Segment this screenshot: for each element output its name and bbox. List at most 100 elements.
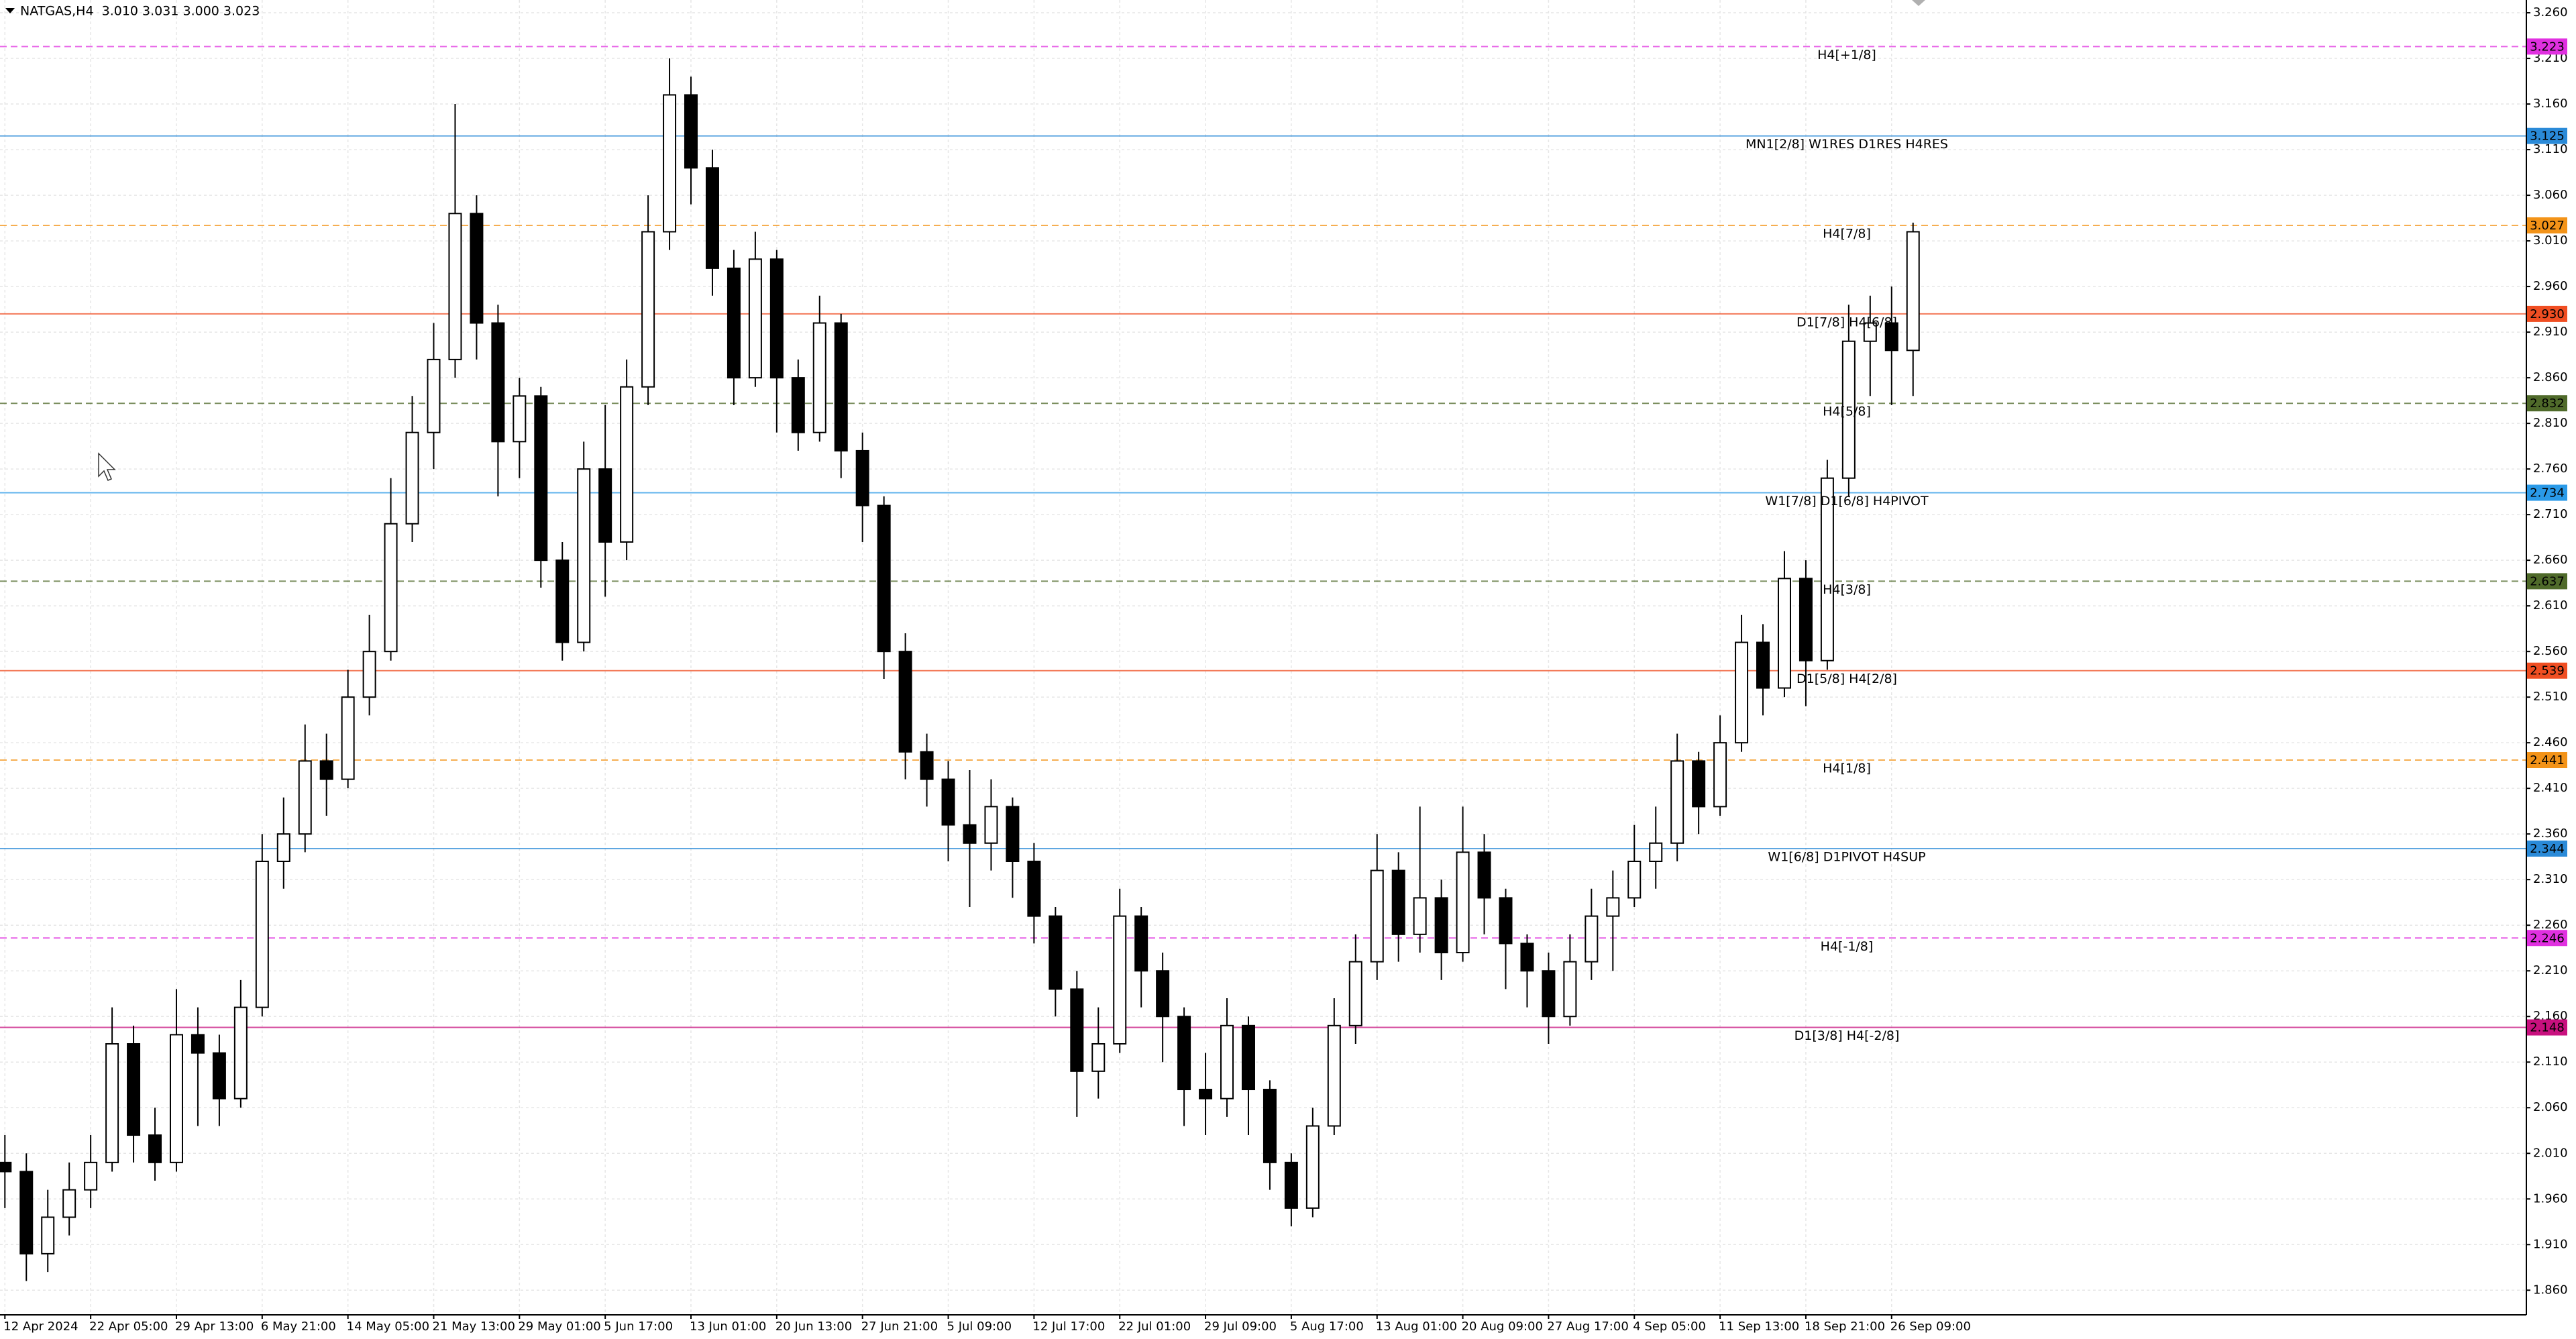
x-tick-label: 11 Sep 13:00 bbox=[1719, 1320, 1799, 1334]
y-tick-label: 2.260 bbox=[2533, 918, 2568, 932]
candle-body bbox=[276, 833, 290, 862]
price-box-label: 3.223 bbox=[2530, 40, 2565, 54]
candle-body bbox=[513, 395, 527, 443]
price-box-label: 3.027 bbox=[2530, 219, 2565, 233]
x-tick-label: 6 May 21:00 bbox=[261, 1320, 336, 1334]
candle-body bbox=[1027, 860, 1041, 917]
y-tick-label: 2.610 bbox=[2533, 598, 2568, 612]
candle-body bbox=[705, 167, 719, 269]
axis bbox=[0, 0, 2527, 1316]
header-arrow[interactable] bbox=[5, 8, 15, 13]
level-label: H4[-1/8] bbox=[1821, 939, 1874, 954]
candle-body bbox=[984, 806, 998, 844]
x-tick-label: 20 Jun 13:00 bbox=[775, 1320, 852, 1334]
y-tick-label: 2.310 bbox=[2533, 872, 2568, 886]
level-label: W1[6/8] D1PIVOT H4SUP bbox=[1768, 849, 1925, 864]
level-label: H4[1/8] bbox=[1823, 761, 1871, 776]
candle-body bbox=[1413, 897, 1427, 935]
x-tick-label: 12 Apr 2024 bbox=[3, 1320, 78, 1334]
price-box bbox=[2527, 217, 2567, 233]
candle-body bbox=[470, 213, 484, 324]
candle-body bbox=[1777, 578, 1791, 689]
price-box bbox=[2527, 752, 2567, 769]
candle-body bbox=[1499, 897, 1513, 945]
level-label: D1[5/8] H4[2/8] bbox=[1796, 672, 1897, 686]
candle-body bbox=[1563, 961, 1577, 1018]
x-tick-label: 18 Sep 21:00 bbox=[1805, 1320, 1885, 1334]
candle-body bbox=[620, 386, 634, 543]
candle-body bbox=[1692, 760, 1706, 808]
price-box-label: 3.125 bbox=[2530, 129, 2565, 144]
y-tick-label: 2.810 bbox=[2533, 416, 2568, 430]
y-tick-label: 3.010 bbox=[2533, 233, 2568, 248]
level-label: H4[7/8] bbox=[1823, 226, 1871, 241]
x-tick-label: 27 Aug 17:00 bbox=[1547, 1320, 1628, 1334]
candle-body bbox=[191, 1034, 205, 1054]
level-label: H4[5/8] bbox=[1823, 405, 1871, 419]
y-tick-label: 2.210 bbox=[2533, 963, 2568, 977]
y-tick-label: 1.960 bbox=[2533, 1191, 2568, 1206]
candle-body bbox=[898, 651, 912, 753]
y-tick-label: 3.060 bbox=[2533, 188, 2568, 202]
price-box-label: 2.930 bbox=[2530, 307, 2565, 321]
y-tick-label: 3.160 bbox=[2533, 97, 2568, 111]
candle-body bbox=[1456, 851, 1470, 954]
candle-body bbox=[1670, 760, 1684, 844]
level-label: MN1[2/8] W1RES D1RES H4RES bbox=[1746, 137, 1948, 152]
x-tick-label: 29 Jul 09:00 bbox=[1204, 1320, 1277, 1334]
level-label: D1[7/8] H4[6/8] bbox=[1796, 315, 1897, 329]
candle-body bbox=[791, 377, 805, 433]
price-box bbox=[2527, 127, 2567, 144]
price-box-label: 2.148 bbox=[2530, 1021, 2565, 1035]
candle-body bbox=[1156, 970, 1170, 1018]
candle-body bbox=[491, 322, 505, 443]
candle-body bbox=[41, 1216, 55, 1254]
candle-body bbox=[1884, 322, 1898, 352]
candle-body bbox=[855, 449, 869, 506]
price-box-label: 2.832 bbox=[2530, 396, 2565, 411]
candle-body bbox=[1585, 915, 1599, 963]
price-box-label: 2.441 bbox=[2530, 753, 2565, 767]
candle-body bbox=[555, 559, 570, 643]
x-tick-label: 13 Aug 01:00 bbox=[1376, 1320, 1457, 1334]
candle-body bbox=[1799, 578, 1813, 661]
x-tick-label: 13 Jun 01:00 bbox=[690, 1320, 766, 1334]
candle-body bbox=[1327, 1024, 1341, 1127]
y-tick-label: 2.510 bbox=[2533, 690, 2568, 704]
candle-body bbox=[1649, 842, 1663, 862]
candle-body bbox=[834, 322, 848, 451]
candle-body bbox=[255, 860, 269, 1008]
x-tick-label: 29 May 01:00 bbox=[518, 1320, 600, 1334]
y-tick-label: 2.710 bbox=[2533, 507, 2568, 521]
y-tick-label: 2.760 bbox=[2533, 462, 2568, 476]
x-tick-label: 12 Jul 17:00 bbox=[1032, 1320, 1105, 1334]
candle-body bbox=[641, 231, 655, 388]
x-tick-label: 14 May 05:00 bbox=[347, 1320, 429, 1334]
y-tick-label: 2.460 bbox=[2533, 735, 2568, 749]
x-tick-label: 4 Sep 05:00 bbox=[1633, 1320, 1706, 1334]
shift-marker bbox=[1912, 0, 1925, 6]
candle-body bbox=[1735, 641, 1749, 744]
price-box bbox=[2527, 930, 2567, 947]
chart-title: NATGAS,H4 3.010 3.031 3.000 3.023 bbox=[20, 4, 260, 19]
price-box-label: 2.637 bbox=[2530, 574, 2565, 588]
level-label: H4[3/8] bbox=[1823, 582, 1871, 597]
x-tick-label: 27 Jun 21:00 bbox=[861, 1320, 938, 1334]
candle-body bbox=[1113, 915, 1127, 1045]
candle-body bbox=[1391, 869, 1405, 935]
candle-body bbox=[212, 1052, 226, 1100]
candle-body bbox=[1305, 1125, 1320, 1209]
candle-body bbox=[727, 267, 741, 379]
candle-body bbox=[169, 1034, 183, 1163]
candle-body bbox=[1006, 806, 1020, 862]
y-tick-label: 1.860 bbox=[2533, 1283, 2568, 1297]
candle-body bbox=[1820, 477, 1834, 661]
x-tick-label: 21 May 13:00 bbox=[433, 1320, 515, 1334]
candle-body bbox=[448, 213, 462, 360]
y-tick-label: 2.960 bbox=[2533, 279, 2568, 293]
x-tick-label: 5 Jun 17:00 bbox=[604, 1320, 673, 1334]
price-box bbox=[2527, 484, 2567, 501]
price-box bbox=[2527, 573, 2567, 590]
candle-body bbox=[405, 431, 419, 525]
